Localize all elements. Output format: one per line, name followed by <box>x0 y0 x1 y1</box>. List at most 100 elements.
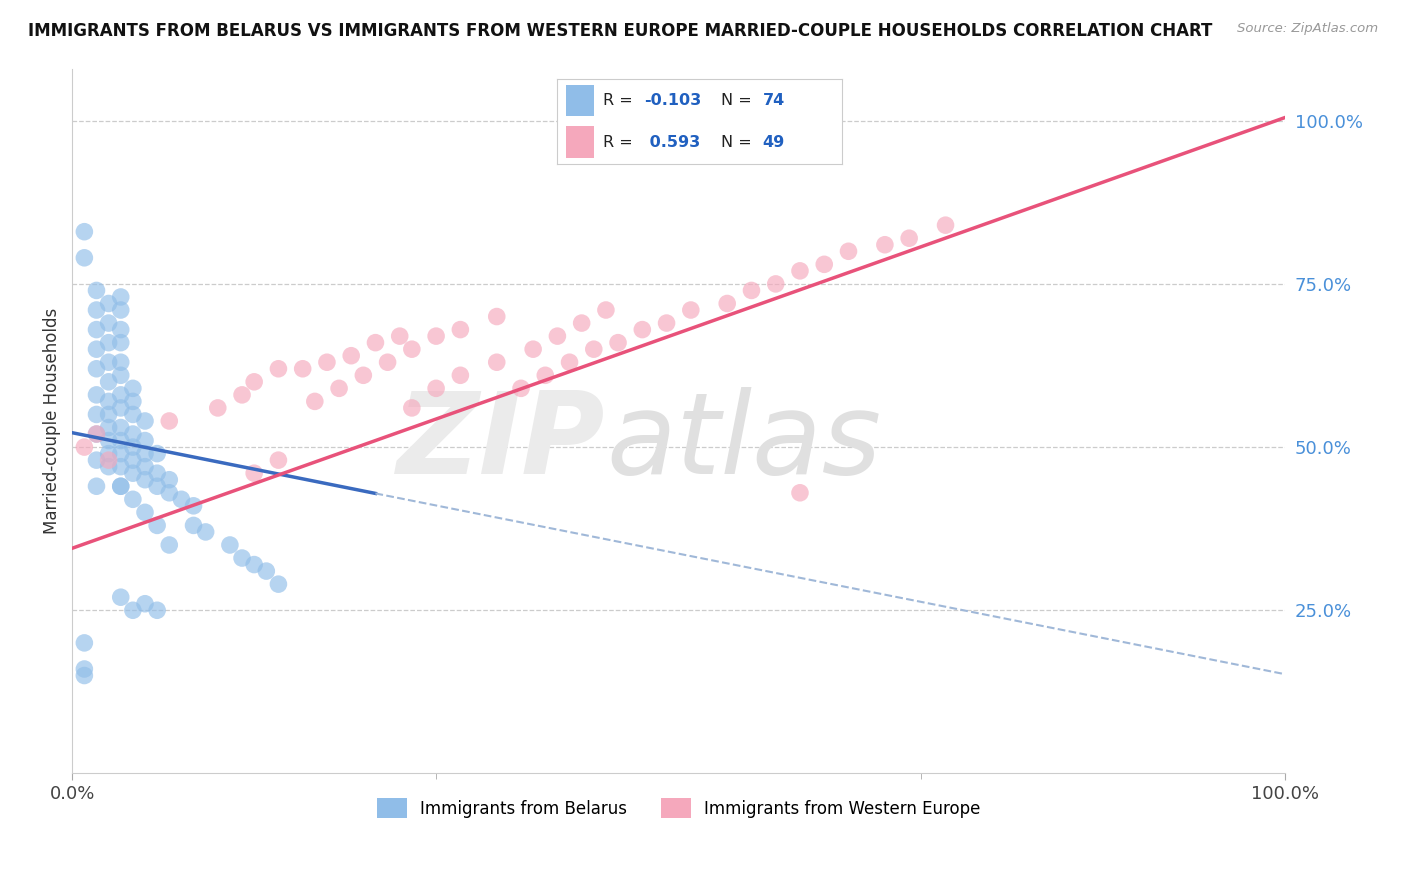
Point <box>291 361 314 376</box>
Point <box>146 447 169 461</box>
Point <box>110 355 132 369</box>
Point <box>122 394 145 409</box>
Point <box>97 394 120 409</box>
Point <box>134 434 156 448</box>
Point <box>97 335 120 350</box>
Point <box>510 381 533 395</box>
Point <box>655 316 678 330</box>
Point <box>631 323 654 337</box>
Point <box>789 485 811 500</box>
Point <box>546 329 568 343</box>
Point <box>183 499 205 513</box>
Point <box>134 473 156 487</box>
Point <box>740 284 762 298</box>
Point <box>873 237 896 252</box>
Point <box>328 381 350 395</box>
Point <box>157 414 180 428</box>
Point <box>122 427 145 442</box>
Point <box>86 361 108 376</box>
Point <box>898 231 921 245</box>
Point <box>146 466 169 480</box>
Point <box>110 420 132 434</box>
Point <box>267 361 290 376</box>
Text: Source: ZipAtlas.com: Source: ZipAtlas.com <box>1237 22 1378 36</box>
Point <box>110 335 132 350</box>
Point <box>122 466 145 480</box>
Point <box>183 518 205 533</box>
Point <box>110 323 132 337</box>
Point <box>679 303 702 318</box>
Point <box>86 453 108 467</box>
Point <box>97 453 120 467</box>
Point <box>595 303 617 318</box>
Point <box>110 368 132 383</box>
Point <box>86 303 108 318</box>
Point <box>73 636 96 650</box>
Point <box>110 290 132 304</box>
Point <box>86 408 108 422</box>
Point <box>110 447 132 461</box>
Point <box>146 603 169 617</box>
Point <box>243 558 266 572</box>
Point <box>97 459 120 474</box>
Point <box>352 368 374 383</box>
Point <box>134 414 156 428</box>
Point <box>122 603 145 617</box>
Point <box>110 388 132 402</box>
Point <box>146 518 169 533</box>
Point <box>157 473 180 487</box>
Point <box>267 453 290 467</box>
Point <box>110 434 132 448</box>
Point <box>243 466 266 480</box>
Point <box>364 335 387 350</box>
Point <box>243 375 266 389</box>
Point <box>97 447 120 461</box>
Point <box>254 564 277 578</box>
Point <box>449 323 471 337</box>
Point <box>485 310 508 324</box>
Point <box>122 453 145 467</box>
Point <box>86 342 108 356</box>
Point <box>86 479 108 493</box>
Point <box>401 401 423 415</box>
Point <box>789 264 811 278</box>
Point <box>267 577 290 591</box>
Point <box>607 335 630 350</box>
Point <box>522 342 544 356</box>
Point <box>449 368 471 383</box>
Point <box>110 479 132 493</box>
Point <box>97 420 120 434</box>
Point <box>582 342 605 356</box>
Point <box>534 368 557 383</box>
Point <box>110 459 132 474</box>
Point <box>97 296 120 310</box>
Point <box>194 524 217 539</box>
Point <box>73 662 96 676</box>
Point <box>73 668 96 682</box>
Point <box>170 492 193 507</box>
Point <box>219 538 242 552</box>
Point <box>304 394 326 409</box>
Point <box>110 401 132 415</box>
Point <box>425 329 447 343</box>
Point <box>231 551 253 566</box>
Point <box>110 591 132 605</box>
Point <box>935 218 957 232</box>
Point <box>340 349 363 363</box>
Point <box>157 538 180 552</box>
Point <box>425 381 447 395</box>
Point <box>813 257 835 271</box>
Point <box>86 323 108 337</box>
Text: IMMIGRANTS FROM BELARUS VS IMMIGRANTS FROM WESTERN EUROPE MARRIED-COUPLE HOUSEHO: IMMIGRANTS FROM BELARUS VS IMMIGRANTS FR… <box>28 22 1212 40</box>
Point <box>716 296 738 310</box>
Point <box>571 316 593 330</box>
Point <box>134 597 156 611</box>
Point <box>97 434 120 448</box>
Point <box>86 427 108 442</box>
Text: ZIP: ZIP <box>398 386 606 498</box>
Point <box>765 277 787 291</box>
Legend: Immigrants from Belarus, Immigrants from Western Europe: Immigrants from Belarus, Immigrants from… <box>370 791 987 825</box>
Point <box>122 492 145 507</box>
Point <box>86 427 108 442</box>
Point <box>134 447 156 461</box>
